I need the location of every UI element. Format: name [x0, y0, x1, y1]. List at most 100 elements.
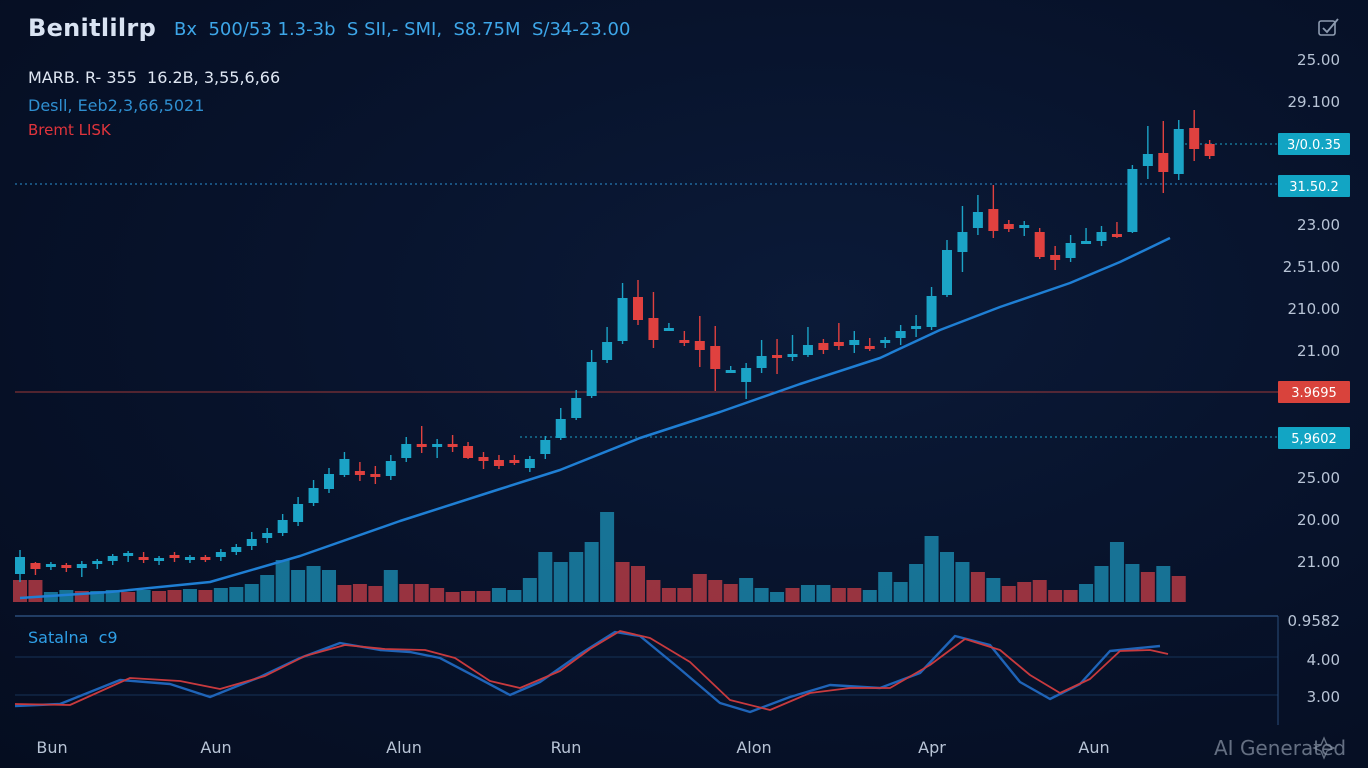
- candle: [76, 564, 87, 568]
- volume-bar: [970, 572, 985, 602]
- candle: [169, 555, 180, 558]
- price-axis-label: 2.51.00: [1283, 258, 1340, 276]
- price-tag: [1278, 175, 1350, 197]
- volume-bar: [430, 588, 445, 602]
- x-axis-label: Apr: [918, 738, 946, 757]
- price-axis-label: 25.00: [1297, 51, 1340, 69]
- volume-bar: [198, 590, 213, 602]
- candle: [1065, 243, 1076, 258]
- candle: [524, 459, 535, 468]
- volume-bar: [677, 588, 692, 602]
- price-axis-label: 23.00: [1297, 216, 1340, 234]
- volume-bar: [538, 552, 553, 602]
- volume-bar: [924, 536, 939, 602]
- oscillator-label: Satalna c9: [28, 628, 118, 647]
- volume-bar: [816, 585, 831, 602]
- volume-bar: [182, 589, 197, 602]
- volume-bar: [28, 580, 43, 602]
- candle: [926, 296, 937, 327]
- volume-bar: [692, 574, 707, 602]
- volume-bar: [291, 570, 306, 602]
- volume-bar: [893, 582, 908, 602]
- candle: [215, 552, 226, 557]
- candle: [1127, 169, 1138, 232]
- candle: [633, 297, 643, 320]
- candle: [942, 250, 952, 295]
- candle: [849, 340, 860, 345]
- volume-bar: [1140, 572, 1155, 602]
- candle: [45, 564, 56, 567]
- volume-bar: [368, 586, 383, 602]
- volume-bar: [631, 566, 645, 602]
- volume-bar: [275, 560, 290, 602]
- volume-bar: [1109, 542, 1124, 602]
- candle: [123, 553, 134, 556]
- volume-bar: [708, 580, 723, 602]
- price-tag-label: 31.50.2: [1289, 180, 1339, 195]
- volume-bar: [1171, 576, 1186, 602]
- volume-bar: [13, 580, 27, 602]
- volume-bar: [847, 588, 862, 602]
- volume-bar: [785, 588, 800, 602]
- candle: [818, 343, 829, 350]
- candle: [370, 474, 381, 477]
- ai-generated-watermark: AI Generated: [1214, 736, 1347, 760]
- candle: [694, 341, 705, 350]
- price-tag: [1278, 427, 1350, 449]
- volume-bar: [445, 592, 460, 602]
- x-axis-label: Run: [551, 738, 582, 757]
- candle: [957, 232, 968, 252]
- volume-bar: [213, 588, 228, 602]
- volume-bar: [1017, 582, 1032, 602]
- checkbox-icon[interactable]: [1318, 17, 1340, 37]
- volume-bar: [507, 590, 522, 602]
- price-axis-label: 21.00: [1297, 553, 1340, 571]
- price-tag: [1278, 133, 1350, 155]
- candle: [324, 474, 334, 489]
- candle: [772, 355, 783, 358]
- candle: [463, 446, 474, 458]
- volume-bar: [1048, 590, 1063, 602]
- volume-bar: [414, 584, 429, 602]
- candle: [231, 547, 242, 552]
- candle: [447, 444, 458, 447]
- volume-bar: [584, 542, 599, 602]
- candle: [493, 460, 504, 466]
- volume-bar: [1156, 566, 1171, 602]
- candle: [571, 398, 582, 418]
- candle: [725, 370, 736, 373]
- candle: [1204, 144, 1215, 156]
- volume-bar: [74, 591, 89, 602]
- volume-bar: [121, 592, 136, 602]
- volume-bar: [152, 591, 167, 602]
- volume-bar: [909, 564, 924, 602]
- price-tag-label: 3.9695: [1291, 386, 1337, 401]
- candle: [1111, 234, 1122, 237]
- volume-bar: [461, 591, 476, 602]
- volume-bar: [399, 584, 414, 602]
- oscillator-axis-label: 0.9582: [1288, 612, 1341, 630]
- candle: [895, 331, 906, 338]
- candle: [555, 419, 566, 438]
- candle: [741, 368, 752, 382]
- oscillator-axis-label: 3.00: [1307, 688, 1340, 706]
- ticker-info-line: Bx 500/53 1.3-3b S SII,- SMI, S8.75M S/3…: [174, 19, 631, 40]
- candle: [509, 460, 520, 463]
- volume-bar: [1032, 580, 1047, 602]
- volume-bar: [90, 591, 105, 602]
- x-axis-label: Bun: [36, 738, 67, 757]
- volume-bar: [244, 584, 259, 602]
- candle: [988, 209, 999, 231]
- volume-bar: [986, 578, 1001, 602]
- volume-bar: [600, 512, 615, 602]
- candle: [679, 340, 690, 343]
- candle: [92, 561, 103, 564]
- candle: [262, 533, 273, 538]
- volume-bar: [661, 588, 676, 602]
- candle: [385, 461, 396, 476]
- candle: [617, 298, 628, 341]
- x-axis-label: Alon: [736, 738, 771, 757]
- price-tag: [1278, 381, 1350, 403]
- candle: [246, 539, 257, 546]
